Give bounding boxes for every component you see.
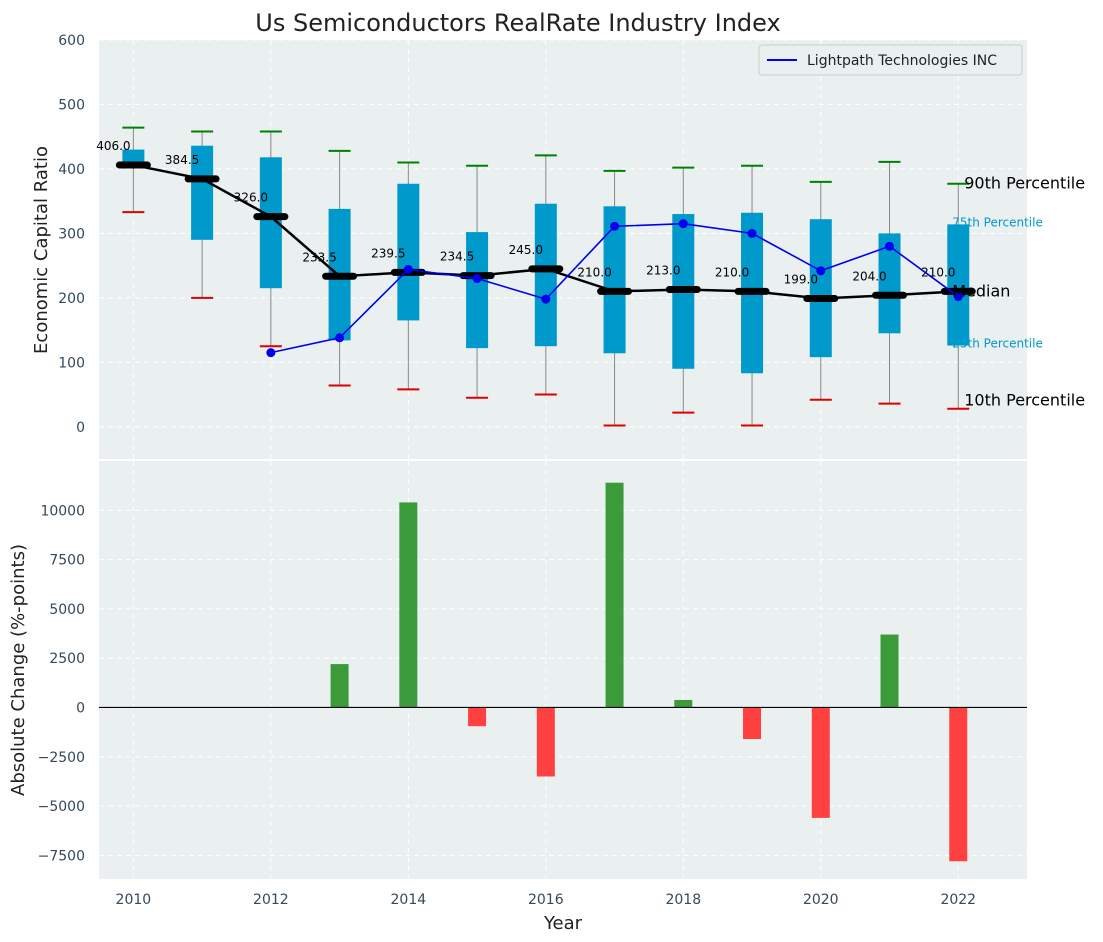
box-iqr [466,232,489,349]
top-y-ticks: 0 100 200 300 400 500 600 [58,33,85,436]
bottom-y-axis-label: Absolute Change (%-points) [8,544,29,796]
change-bar [949,707,968,862]
bottom-y-tick-label: −2500 [38,750,85,766]
top-plot-background [99,40,1027,459]
bottom-y-tick-label: 5000 [49,602,85,618]
bottom-y-tick-label: −7500 [38,848,85,864]
legend: Lightpath Technologies INC [758,44,1023,76]
median-value-label: 326.0 [234,191,268,205]
median-value-label: 239.5 [371,246,405,260]
top-y-tick-label: 500 [58,97,85,113]
x-ticks: 2010 2012 2014 2016 2018 2020 2022 [116,892,977,908]
median-value-label: 234.5 [440,250,474,264]
top-y-tick-label: 100 [58,355,85,371]
box-iqr [947,224,970,346]
annotation-75th-percentile: 75th Percentile [952,215,1043,229]
company-point [953,292,963,302]
bottom-plot-background [99,461,1027,879]
top-panel: 0 100 200 300 400 500 600 406.0 384.5 326.0 233.5… [31,33,1085,459]
bottom-y-tick-label: 10000 [40,503,85,519]
chart-title: Us Semiconductors RealRate Industry Inde… [255,9,780,37]
box-iqr [191,145,214,240]
box-iqr [809,219,832,358]
company-series [266,219,963,358]
median-value-label: 210.0 [715,265,749,279]
change-bar [536,707,555,777]
percentile-annotations: 90th Percentile 75th Percentile Median 25th… [952,174,1085,410]
box-iqr [259,157,282,289]
x-tick-label: 2020 [803,892,839,908]
median-value-labels: 406.0 384.5 326.0 233.5 239.5 234.5 245.0 210.0… [96,139,955,286]
change-bar [399,502,418,708]
company-point [610,221,620,231]
change-bar [811,707,830,818]
median-value-label: 199.0 [784,272,818,286]
median-value-label: 210.0 [921,265,955,279]
median-value-label: 233.5 [302,250,336,264]
box-iqr [603,206,626,354]
x-tick-label: 2010 [116,892,152,908]
x-tick-label: 2022 [940,892,976,908]
company-point [885,241,895,251]
change-bar [674,699,693,708]
company-point [678,219,688,229]
company-point [266,348,276,358]
annotation-10th-percentile: 10th Percentile [964,391,1085,410]
top-y-tick-label: 200 [58,291,85,307]
bottom-y-ticks: −7500 −5000 −2500 0 2500 5000 7500 10000 [38,503,85,864]
change-bars [330,482,968,862]
top-y-axis-label: Economic Capital Ratio [31,146,52,354]
bottom-y-tick-label: 7500 [49,553,85,569]
bottom-y-tick-label: −5000 [38,799,85,815]
median-series [115,161,976,302]
bottom-y-tick-label: 0 [76,700,85,716]
median-value-label: 210.0 [577,265,611,279]
legend-entry-company: Lightpath Technologies INC [807,53,997,69]
change-bar [605,482,624,708]
x-axis-label: Year [543,913,583,934]
company-point [816,266,826,276]
company-point [541,294,551,304]
company-point [472,274,482,284]
legend-box [758,44,1023,76]
change-bar [468,707,487,727]
top-y-tick-label: 300 [58,226,85,242]
x-tick-label: 2018 [665,892,701,908]
bottom-y-tick-label: 2500 [49,651,85,667]
median-value-label: 204.0 [852,269,886,283]
change-bar [330,664,349,708]
top-y-tick-label: 400 [58,162,85,178]
top-y-tick-label: 600 [58,33,85,49]
x-tick-label: 2014 [391,892,427,908]
company-point [335,333,345,343]
company-point [747,228,757,238]
annotation-90th-percentile: 90th Percentile [964,174,1085,193]
box-iqr [397,183,420,321]
median-value-label: 213.0 [646,263,680,277]
annotation-25th-percentile: 25th Percentile [952,337,1043,351]
median-value-label: 406.0 [96,139,130,153]
company-point [403,264,413,274]
x-tick-label: 2016 [528,892,564,908]
change-bar [743,707,762,740]
median-value-label: 245.0 [509,243,543,257]
change-bar [880,634,899,708]
box-iqr [534,203,557,347]
x-tick-label: 2012 [253,892,289,908]
median-value-label: 384.5 [165,153,199,167]
box-iqr [878,233,901,334]
top-y-tick-label: 0 [76,420,85,436]
annotation-median: Median [952,281,1010,300]
